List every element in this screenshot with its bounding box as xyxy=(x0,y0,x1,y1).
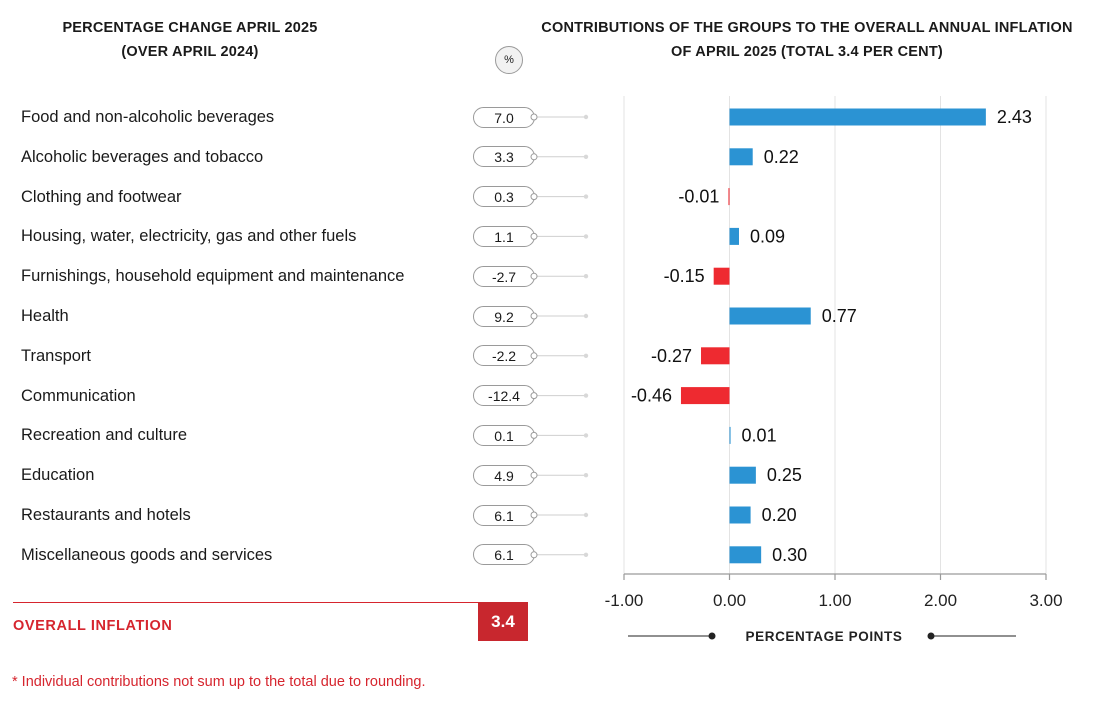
x-tick-label: 3.00 xyxy=(1029,591,1062,610)
category-label: Communication xyxy=(21,386,136,405)
category-label: Food and non-alcoholic beverages xyxy=(21,108,275,126)
bar-value-label: -0.46 xyxy=(631,386,672,406)
connector-end-dot xyxy=(583,114,589,120)
percent-change-pill: 6.1 xyxy=(473,504,535,526)
percent-change-pill: 3.3 xyxy=(473,146,535,168)
connector-dot xyxy=(530,352,538,360)
percent-change-pill: 0.3 xyxy=(473,186,535,208)
percent-change-pill: 4.9 xyxy=(473,464,535,486)
contribution-bar xyxy=(701,347,730,365)
left-title-line1: PERCENTAGE CHANGE APRIL 2025 xyxy=(62,20,318,36)
percent-change-pill: -2.2 xyxy=(473,345,535,367)
category-label: Housing, water, electricity, gas and oth… xyxy=(21,227,357,246)
x-tick-label: 2.00 xyxy=(924,591,957,610)
connector-dot xyxy=(530,272,538,280)
connector-end-dot xyxy=(583,473,589,478)
category-label: Restaurants and hotels xyxy=(21,506,191,524)
percent-change-pill: -2.7 xyxy=(473,265,535,287)
category-label: Health xyxy=(21,307,69,325)
bar-value-label: 0.25 xyxy=(767,465,802,485)
contribution-bar xyxy=(729,466,756,484)
connector-dot xyxy=(530,392,538,400)
contribution-bar xyxy=(729,506,751,524)
x-tick-label: 0.00 xyxy=(713,591,746,610)
category-label: Clothing and footwear xyxy=(21,187,182,206)
category-label: Alcoholic beverages and tobacco xyxy=(21,147,264,166)
bar-value-label: 0.09 xyxy=(750,226,785,246)
connector-dot xyxy=(530,113,538,121)
connector-end-dot xyxy=(583,552,589,557)
contribution-bar xyxy=(729,148,753,166)
connector-dot xyxy=(530,153,538,161)
category-label: Transport xyxy=(21,346,91,365)
left-chart-title: PERCENTAGE CHANGE APRIL 2025 (OVER APRIL… xyxy=(40,16,340,64)
bar-value-label: -0.01 xyxy=(678,187,719,207)
connector-end-dot xyxy=(583,313,589,319)
contribution-bar xyxy=(729,546,762,564)
connector-end-dot xyxy=(583,234,589,239)
bar-value-label: 0.20 xyxy=(762,505,797,525)
contribution-bar xyxy=(729,307,811,325)
contribution-bar xyxy=(729,108,986,126)
right-chart-title: CONTRIBUTIONS OF THE GROUPS TO THE OVERA… xyxy=(540,16,1074,64)
contribution-bar xyxy=(713,267,730,285)
left-title-line2: (OVER APRIL 2024) xyxy=(121,44,259,60)
overall-inflation-value: 3.4 xyxy=(478,602,528,641)
x-axis-title: PERCENTAGE POINTS xyxy=(746,629,903,644)
right-title-line1: CONTRIBUTIONS OF THE GROUPS TO THE OVERA… xyxy=(541,20,1073,36)
connector-dot xyxy=(530,511,538,519)
bar-value-label: 0.22 xyxy=(764,147,799,167)
connector-end-dot xyxy=(583,353,589,358)
percent-unit-badge: % xyxy=(495,46,523,74)
overall-inflation-label: OVERALL INFLATION xyxy=(13,618,173,634)
category-label: Recreation and culture xyxy=(21,426,188,445)
overall-divider xyxy=(13,602,528,603)
connector-end-dot xyxy=(583,194,589,199)
category-label: Furnishings, household equipment and mai… xyxy=(21,267,405,286)
connector-dot xyxy=(530,232,538,240)
bar-value-label: 0.77 xyxy=(822,306,857,326)
bar-value-label: -0.27 xyxy=(651,346,692,366)
contribution-bar xyxy=(728,188,730,206)
connector-end-dot xyxy=(583,154,589,159)
bar-value-label: -0.15 xyxy=(664,266,705,286)
percent-change-pill: 1.1 xyxy=(473,225,535,247)
connector-dot xyxy=(530,551,538,559)
x-tick-label: -1.00 xyxy=(605,591,644,610)
axis-title-dot-left xyxy=(708,632,716,640)
contribution-bar xyxy=(729,426,731,444)
percent-change-pill: 0.1 xyxy=(473,424,535,446)
connector-dot xyxy=(530,431,538,439)
connector-end-dot xyxy=(583,274,589,279)
connector-dot xyxy=(530,312,538,320)
percent-change-pill: -12.4 xyxy=(473,385,535,407)
category-label: Education xyxy=(21,466,95,485)
contribution-bar xyxy=(729,227,739,245)
connector-end-dot xyxy=(583,393,589,398)
footnote: * Individual contributions not sum up to… xyxy=(12,674,426,690)
bar-value-label: 2.43 xyxy=(997,107,1032,127)
connector-end-dot xyxy=(583,512,589,518)
connector-dot xyxy=(530,471,538,479)
x-tick-label: 1.00 xyxy=(818,591,851,610)
contribution-bar xyxy=(680,387,730,405)
percent-change-pill: 6.1 xyxy=(473,544,535,566)
percent-change-pill: 7.0 xyxy=(473,106,535,128)
connector-dot xyxy=(530,193,538,201)
connector-end-dot xyxy=(583,433,589,438)
bar-value-label: 0.30 xyxy=(772,545,807,565)
category-label: Miscellaneous goods and services xyxy=(21,545,273,564)
right-title-line2: OF APRIL 2025 (TOTAL 3.4 PER CENT) xyxy=(671,44,943,60)
bar-value-label: 0.01 xyxy=(742,425,777,445)
axis-title-dot-right xyxy=(927,632,935,640)
